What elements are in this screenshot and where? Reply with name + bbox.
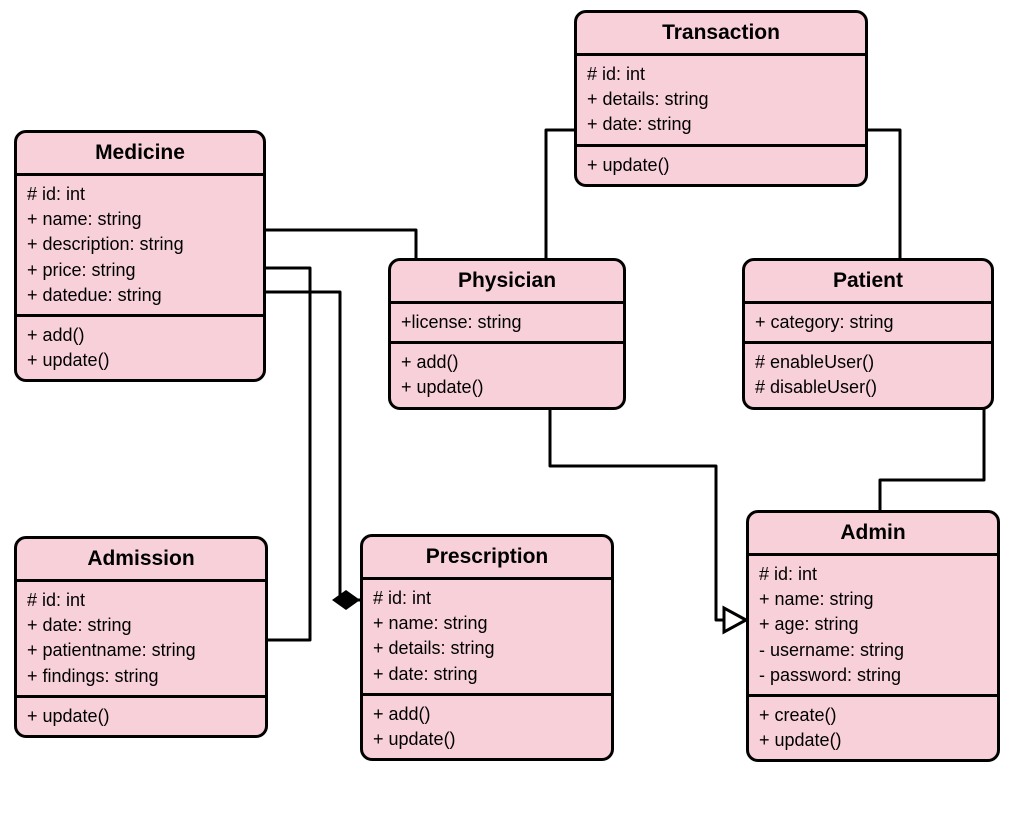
attr: # id: int [27,182,253,207]
op: + add() [373,702,601,727]
class-admin: Admin # id: int + name: string + age: st… [746,510,1000,762]
op: + update() [759,728,987,753]
attr: + category: string [755,310,981,335]
op: + update() [27,348,253,373]
op: + update() [27,704,255,729]
class-title: Admission [17,539,265,582]
class-operations: + update() [17,695,265,735]
attr: + name: string [759,587,987,612]
class-operations: + create() + update() [749,694,997,759]
attr: + details: string [587,87,855,112]
attr: # id: int [27,588,255,613]
class-operations: + add() + update() [17,314,263,379]
attr: - password: string [759,663,987,688]
attr: # id: int [587,62,855,87]
attr: + details: string [373,636,601,661]
attr: + date: string [27,613,255,638]
attr: + datedue: string [27,283,253,308]
attr: + findings: string [27,664,255,689]
op: + create() [759,703,987,728]
class-operations: + update() [577,144,865,184]
class-operations: # enableUser() # disableUser() [745,341,991,406]
op: + update() [587,153,855,178]
class-attributes: # id: int + date: string + patientname: … [17,582,265,695]
attr: + description: string [27,232,253,257]
class-prescription: Prescription # id: int + name: string + … [360,534,614,761]
class-attributes: + category: string [745,304,991,341]
attr: + name: string [27,207,253,232]
op: + add() [27,323,253,348]
class-title: Admin [749,513,997,556]
class-title: Patient [745,261,991,304]
class-attributes: # id: int + name: string + description: … [17,176,263,314]
class-transaction: Transaction # id: int + details: string … [574,10,868,187]
attr: # id: int [373,586,601,611]
attr: + age: string [759,612,987,637]
attr: # id: int [759,562,987,587]
class-operations: + add() + update() [363,693,611,758]
class-physician: Physician +license: string + add() + upd… [388,258,626,410]
class-admission: Admission # id: int + date: string + pat… [14,536,268,738]
attr: +license: string [401,310,613,335]
class-title: Transaction [577,13,865,56]
attr: + patientname: string [27,638,255,663]
class-patient: Patient + category: string # enableUser(… [742,258,994,410]
attr: + date: string [587,112,855,137]
attr: - username: string [759,638,987,663]
class-attributes: # id: int + name: string + age: string -… [749,556,997,694]
class-medicine: Medicine # id: int + name: string + desc… [14,130,266,382]
class-title: Prescription [363,537,611,580]
class-title: Physician [391,261,623,304]
class-attributes: # id: int + details: string + date: stri… [577,56,865,144]
op: # enableUser() [755,350,981,375]
op: + update() [373,727,601,752]
attr: + date: string [373,662,601,687]
class-attributes: # id: int + name: string + details: stri… [363,580,611,693]
class-attributes: +license: string [391,304,623,341]
attr: + price: string [27,258,253,283]
op: + add() [401,350,613,375]
op: # disableUser() [755,375,981,400]
op: + update() [401,375,613,400]
attr: + name: string [373,611,601,636]
class-title: Medicine [17,133,263,176]
class-operations: + add() + update() [391,341,623,406]
